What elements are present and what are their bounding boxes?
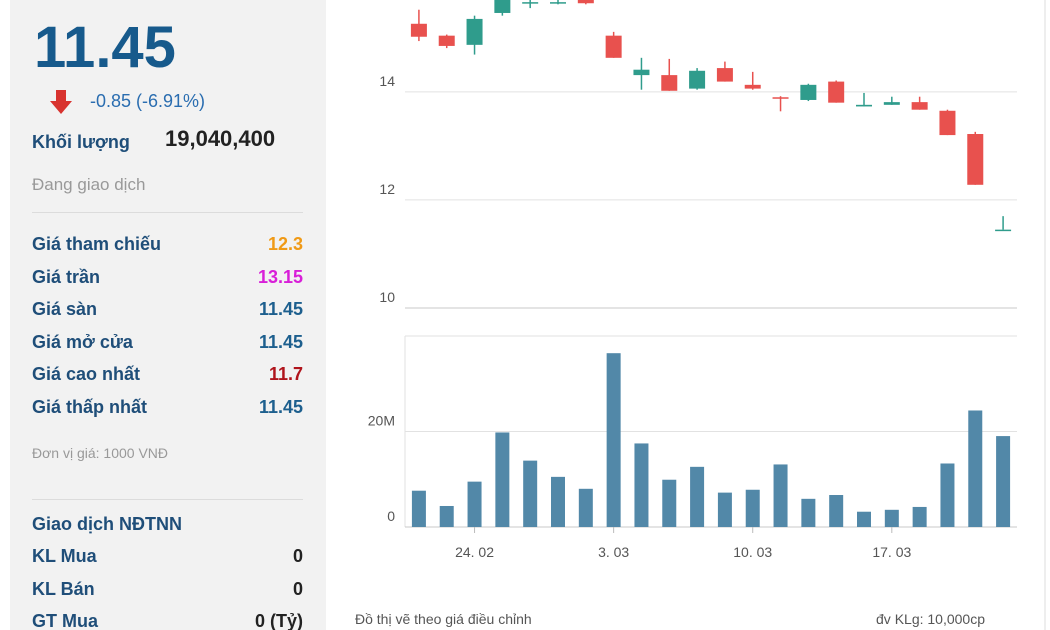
volume-bar — [467, 481, 482, 527]
candle-body — [494, 0, 511, 13]
y-tick-label: 20M — [368, 413, 395, 429]
volume-bar — [495, 432, 510, 527]
volume-bar — [690, 466, 705, 527]
price: 11.45 — [34, 15, 176, 80]
price-label: Giá cao nhất — [32, 364, 141, 385]
price-label: Giá thấp nhất — [32, 397, 148, 417]
candle-body — [995, 229, 1012, 232]
foreign-label: KL Mua — [32, 546, 97, 566]
volume-bar — [717, 492, 732, 527]
price-value: 13.15 — [257, 266, 303, 287]
candle-body — [410, 23, 427, 37]
quote-panel: 11.45 -0.85 (-6.91%) Khối lượng 19,040,4… — [10, 0, 326, 630]
change: -0.85 (-6.91%) — [90, 91, 206, 111]
price-label: Giá tham chiếu — [32, 234, 162, 254]
down-arrow — [50, 90, 72, 114]
volume-bar — [857, 511, 871, 527]
price-value: 11.45 — [258, 299, 303, 320]
divider — [32, 212, 303, 213]
x-tick-label: 24. 02 — [455, 544, 494, 560]
y-tick-label: 12 — [379, 181, 395, 197]
candle-body — [438, 35, 455, 46]
volume-bar — [968, 410, 983, 527]
volume-bar — [884, 509, 899, 527]
price-value: 11.7 — [268, 364, 303, 385]
x-tick-label: 17. 03 — [872, 544, 911, 560]
candle-body — [522, 2, 539, 4]
candle-body — [466, 18, 483, 45]
price-label: Giá mở cửa — [32, 331, 133, 352]
volume-label: Khối lượng — [32, 132, 130, 152]
price-label: Giá trần — [32, 266, 101, 287]
volume-bar — [439, 505, 454, 527]
divider — [32, 499, 303, 500]
candle-body — [883, 102, 900, 105]
volume-bar — [745, 489, 760, 527]
candle-body — [911, 102, 928, 110]
foreign-value: 0 (Tỷ) — [254, 611, 303, 630]
volume-bar — [606, 353, 621, 527]
volume-bar — [662, 479, 677, 527]
candle-body — [800, 84, 817, 100]
volume-bar — [634, 443, 649, 527]
y-tick-label: 0 — [387, 508, 395, 524]
candle-body — [744, 84, 761, 89]
volume-bar — [996, 436, 1011, 527]
volume-bar — [578, 488, 593, 527]
candle-body — [716, 68, 733, 82]
footnote: Đồ thị vẽ theo giá điều chỉnh — [355, 611, 532, 627]
x-tick-label: 10. 03 — [733, 544, 772, 560]
candle-body — [939, 110, 956, 136]
unit-note: Đơn vị giá: 1000 VNĐ — [32, 445, 169, 461]
candle-body — [856, 104, 872, 107]
y-tick-label: 14 — [379, 73, 395, 89]
candle-body — [967, 134, 984, 185]
candle-body — [577, 0, 594, 4]
volume-bar — [912, 506, 927, 527]
y-tick-label: 10 — [379, 289, 395, 305]
foreign-title: Giao dịch NĐTNN — [32, 514, 183, 534]
volume-bar — [523, 460, 538, 527]
candle-body — [633, 69, 650, 76]
price-label: Giá sàn — [32, 299, 98, 320]
candle-body — [828, 81, 845, 103]
candle-body — [661, 75, 678, 91]
foreign-value: 0 — [292, 546, 303, 566]
volume-bar — [773, 464, 788, 527]
volume: 19,040,400 — [165, 126, 276, 151]
status: Đang giao dịch — [32, 175, 146, 194]
volume-unit: đv KLg: 10,000cp — [876, 611, 985, 627]
candle-body — [772, 97, 789, 99]
foreign-value: 0 — [292, 578, 303, 599]
volume-bar — [411, 490, 426, 527]
foreign-label: GT Mua — [32, 611, 98, 630]
volume-bar — [801, 498, 816, 527]
volume-bar — [829, 495, 844, 527]
price-value: 11.45 — [258, 331, 303, 352]
candle-body — [605, 35, 622, 58]
candle-body — [550, 2, 566, 4]
volume-bar — [551, 476, 565, 527]
price-value: 11.45 — [258, 397, 303, 417]
price-value: 12.3 — [267, 234, 303, 254]
volume-bar — [940, 463, 955, 527]
x-tick-label: 3. 03 — [598, 544, 629, 560]
candle-body — [689, 70, 706, 89]
foreign-label: KL Bán — [32, 578, 95, 599]
